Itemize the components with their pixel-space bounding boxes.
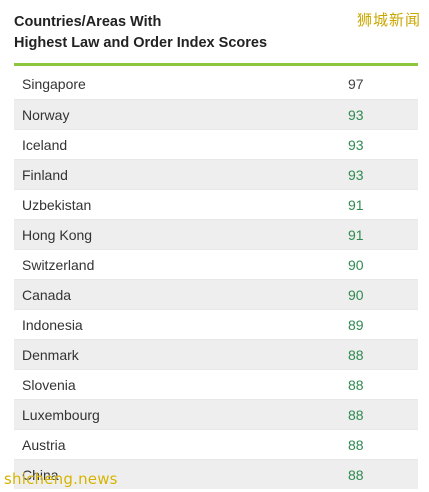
score-cell: 91 [348, 196, 364, 213]
watermark-top: 狮城新闻 [356, 11, 421, 29]
table-row: Luxembourg 88 [14, 399, 418, 429]
table-row: Iceland 93 [14, 129, 418, 159]
chart-header: Countries/Areas With Highest Law and Ord… [0, 0, 429, 66]
country-cell: Finland [22, 166, 68, 183]
score-cell: 91 [348, 226, 364, 243]
page-title: Countries/Areas With Highest Law and Ord… [14, 14, 268, 51]
table-row: Singapore 97 [14, 69, 418, 99]
country-cell: Canada [22, 286, 72, 303]
country-cell: Austria [22, 436, 66, 453]
country-cell: Switzerland [22, 256, 95, 273]
watermark-bottom: shicheng.news [4, 470, 118, 488]
country-cell: Denmark [22, 346, 79, 363]
score-cell: 88 [348, 466, 364, 483]
country-cell: Norway [22, 106, 70, 123]
score-cell: 97 [348, 76, 364, 92]
score-cell: 90 [348, 286, 364, 303]
score-cell: 88 [348, 376, 364, 393]
title-rule [14, 63, 418, 66]
table-row: Canada 90 [14, 279, 418, 309]
score-cell: 93 [348, 106, 364, 123]
table-row: Slovenia 88 [14, 369, 418, 399]
country-cell: Slovenia [22, 376, 76, 393]
table-row: Denmark 88 [14, 339, 418, 369]
table-row: Uzbekistan 91 [14, 189, 418, 219]
table-row: Norway 93 [14, 99, 418, 129]
score-cell: 89 [348, 316, 364, 333]
country-cell: Singapore [22, 76, 86, 92]
country-cell: Uzbekistan [22, 196, 92, 213]
table-row: China 88 [14, 459, 418, 489]
table-row: Hong Kong 91 [14, 219, 418, 249]
score-cell: 88 [348, 346, 364, 363]
country-cell: Hong Kong [22, 226, 93, 243]
country-cell: China [22, 466, 59, 483]
country-cell: Iceland [22, 136, 68, 153]
score-cell: 88 [348, 406, 364, 423]
score-cell: 93 [348, 166, 364, 183]
country-cell: Indonesia [22, 316, 83, 333]
table-row: Indonesia 89 [14, 309, 418, 339]
table-row: Austria 88 [14, 429, 418, 459]
score-cell: 88 [348, 436, 364, 453]
table-row: Finland 93 [14, 159, 418, 189]
country-cell: Luxembourg [22, 406, 100, 423]
scores-table: Singapore 97 Norway 93 Iceland 93 Finland 93 Uzb… [14, 69, 418, 489]
score-cell: 93 [348, 136, 364, 153]
table-row: Switzerland 90 [14, 249, 418, 279]
score-cell: 90 [348, 256, 364, 273]
